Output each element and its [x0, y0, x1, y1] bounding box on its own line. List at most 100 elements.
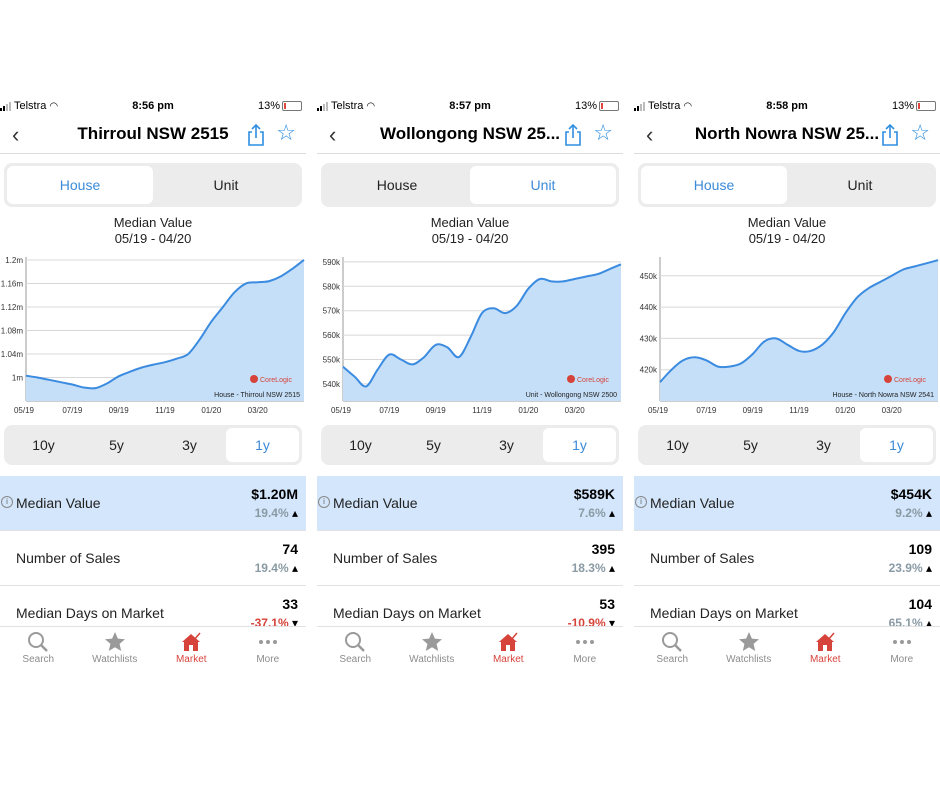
- star-icon: [420, 630, 444, 654]
- tab-watchlists[interactable]: Watchlists: [711, 627, 788, 668]
- range-1y[interactable]: 1y: [860, 428, 933, 462]
- ellipsis-icon: [573, 630, 597, 654]
- tab-label: More: [573, 654, 597, 665]
- chart-heading: Median Value 05/19 - 04/20: [317, 215, 623, 247]
- triangle-up-icon: ▴: [605, 506, 615, 520]
- info-icon[interactable]: i: [1, 496, 13, 508]
- stat-label: Median Value: [650, 495, 735, 511]
- back-chevron-icon[interactable]: ‹: [12, 122, 20, 147]
- y-tick-label: 1.04m: [1, 350, 24, 359]
- segment-unit[interactable]: Unit: [847, 177, 873, 193]
- chart-period: 05/19 - 04/20: [431, 231, 509, 246]
- battery-icon: [916, 101, 936, 111]
- wifi-icon: ◠: [683, 100, 693, 112]
- tab-search[interactable]: Search: [634, 627, 711, 668]
- range-3y[interactable]: 3y: [182, 437, 197, 453]
- range-10y[interactable]: 10y: [349, 437, 372, 453]
- stat-row-median[interactable]: i Median Value $454K 9.2% ▴: [634, 476, 940, 531]
- stat-row-sales[interactable]: Number of Sales 109 23.9% ▴: [634, 531, 940, 586]
- tab-market[interactable]: Market: [153, 627, 230, 668]
- tab-watchlists[interactable]: Watchlists: [77, 627, 154, 668]
- favorite-star-icon[interactable]: ☆: [276, 120, 296, 145]
- stat-row-median[interactable]: i Median Value $589K 7.6% ▴: [317, 476, 623, 531]
- x-tick-label: 07/19: [379, 406, 400, 415]
- info-icon[interactable]: i: [318, 496, 330, 508]
- phone-screen-1: Telstra ◠ 8:56 pm 13% ‹ Thirroul NSW 2515 ☆ Hou…: [0, 96, 306, 668]
- magnifier-icon: [26, 630, 50, 654]
- stat-value: 74: [282, 541, 298, 557]
- watermark: CoreLogic: [260, 377, 292, 384]
- range-5y[interactable]: 5y: [426, 437, 441, 453]
- share-icon[interactable]: [563, 123, 583, 152]
- x-tick-label: 05/19: [648, 406, 669, 415]
- stat-row-sales[interactable]: Number of Sales 74 19.4% ▴: [0, 531, 306, 586]
- segment-house[interactable]: House: [376, 177, 418, 193]
- range-5y[interactable]: 5y: [109, 437, 124, 453]
- series-line: [25, 259, 305, 390]
- x-tick-label: 09/19: [109, 406, 130, 415]
- range-3y[interactable]: 3y: [816, 437, 831, 453]
- range-5y[interactable]: 5y: [743, 437, 758, 453]
- tab-more[interactable]: More: [230, 627, 307, 668]
- tab-more[interactable]: More: [864, 627, 940, 668]
- tab-search[interactable]: Search: [0, 627, 77, 668]
- area-fill: [343, 264, 621, 401]
- y-tick-label: 570k: [323, 307, 341, 316]
- stat-change: 23.9% ▴: [889, 561, 932, 575]
- stat-label: Number of Sales: [16, 550, 121, 566]
- divider: [317, 153, 623, 154]
- tab-label: Market: [492, 654, 524, 665]
- clock: 8:56 pm: [132, 100, 174, 112]
- favorite-star-icon[interactable]: ☆: [593, 120, 613, 145]
- segment-unit[interactable]: Unit: [470, 166, 616, 204]
- range-10y[interactable]: 10y: [666, 437, 689, 453]
- nav-bar: ‹ North Nowra NSW 25... ☆: [634, 118, 940, 152]
- carrier: Telstra ◠: [317, 100, 375, 112]
- stat-row-sales[interactable]: Number of Sales 395 18.3% ▴: [317, 531, 623, 586]
- segment-house[interactable]: House: [641, 166, 787, 204]
- stat-value: $1.20M: [251, 486, 298, 502]
- share-icon[interactable]: [246, 123, 266, 152]
- favorite-star-icon[interactable]: ☆: [910, 120, 930, 145]
- series-line: [659, 259, 939, 383]
- carrier-name: Telstra: [331, 100, 364, 112]
- segment-unit[interactable]: Unit: [213, 177, 239, 193]
- tab-label: More: [890, 654, 914, 665]
- back-chevron-icon[interactable]: ‹: [329, 122, 337, 147]
- range-1y[interactable]: 1y: [226, 428, 299, 462]
- y-tick-label: 440k: [640, 303, 658, 312]
- info-icon[interactable]: i: [635, 496, 647, 508]
- back-chevron-icon[interactable]: ‹: [646, 122, 654, 147]
- share-icon[interactable]: [880, 123, 900, 152]
- phone-screen-3: Telstra ◠ 8:58 pm 13% ‹ North Nowra NSW 25...…: [634, 96, 940, 668]
- y-tick-label: 580k: [323, 282, 341, 291]
- tab-more[interactable]: More: [547, 627, 624, 668]
- y-tick-label: 540k: [323, 380, 341, 389]
- tab-market[interactable]: Market: [787, 627, 864, 668]
- wifi-icon: ◠: [366, 100, 376, 112]
- tab-search[interactable]: Search: [317, 627, 394, 668]
- triangle-down-icon: ▾: [605, 616, 615, 630]
- range-3y[interactable]: 3y: [499, 437, 514, 453]
- x-tick-label: 01/20: [518, 406, 539, 415]
- stat-value: 33: [282, 596, 298, 612]
- stat-change: 19.4% ▴: [255, 506, 298, 520]
- battery-icon: [599, 101, 619, 111]
- signal-icon: [0, 101, 11, 111]
- battery-percent: 13%: [257, 100, 280, 112]
- page-title: North Nowra NSW 25...: [694, 124, 880, 143]
- battery-percent: 13%: [891, 100, 914, 112]
- time-range-segment: 10y 5y 3y 1y: [321, 425, 619, 465]
- tab-market[interactable]: Market: [470, 627, 547, 668]
- triangle-up-icon: ▴: [922, 506, 932, 520]
- triangle-up-icon: ▴: [922, 616, 932, 630]
- range-10y[interactable]: 10y: [32, 437, 55, 453]
- range-1y[interactable]: 1y: [543, 428, 616, 462]
- x-tick-label: 03/20: [565, 406, 586, 415]
- tab-watchlists[interactable]: Watchlists: [394, 627, 471, 668]
- median-value-chart: 420k 430k 440k 450k 05/19 07/19 09/19 11/19 01/2…: [634, 251, 940, 421]
- magnifier-icon: [660, 630, 684, 654]
- segment-house[interactable]: House: [7, 166, 153, 204]
- stat-row-median[interactable]: i Median Value $1.20M 19.4% ▴: [0, 476, 306, 531]
- stat-change-value: 9.2%: [895, 506, 923, 520]
